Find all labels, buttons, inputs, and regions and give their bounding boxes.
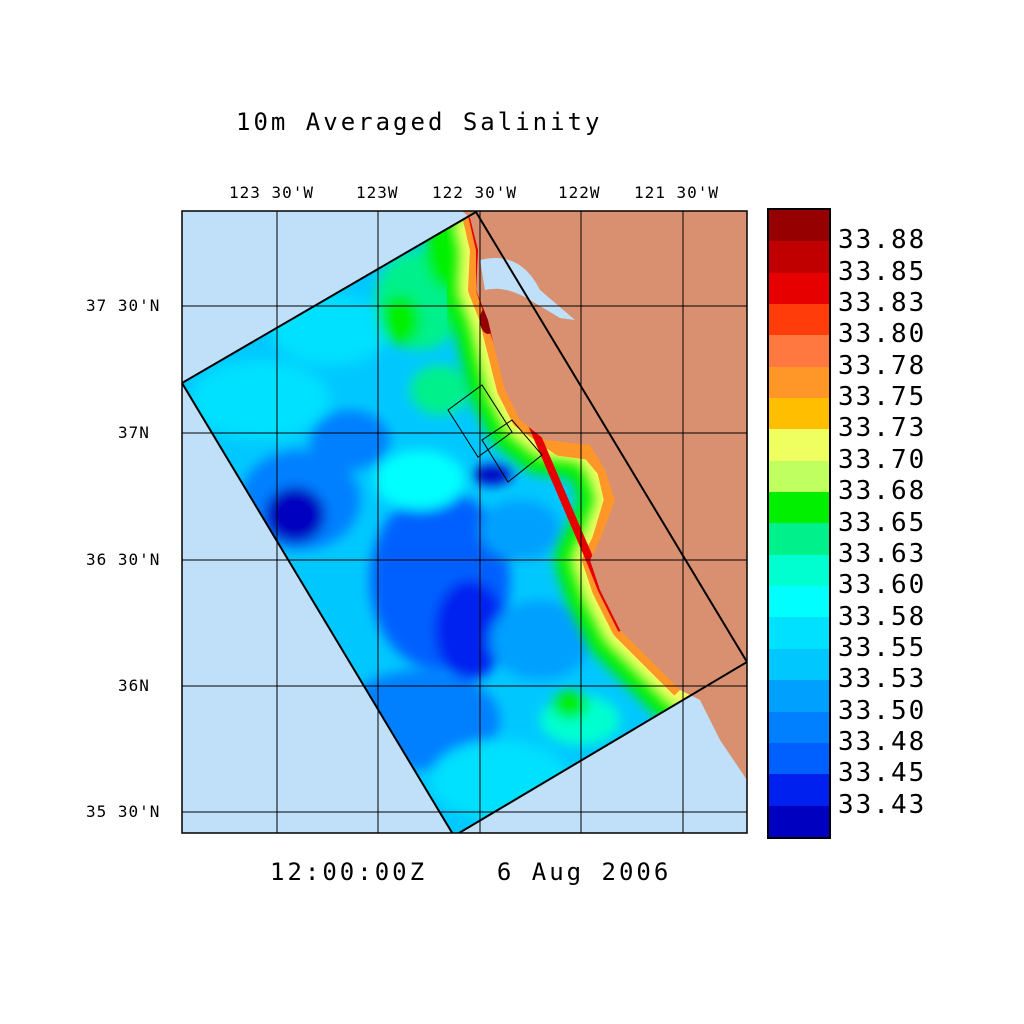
- colorbar-swatch: [769, 805, 829, 837]
- time-label: 12:00:00Z 6 Aug 2006: [270, 858, 672, 886]
- colorbar-label: 33.43: [838, 789, 927, 820]
- lon-label: 123W: [356, 183, 399, 202]
- colorbar-swatch: [769, 366, 829, 399]
- colorbar-swatch: [769, 304, 829, 336]
- colorbar-swatch: [769, 335, 829, 367]
- colorbar-swatch: [769, 210, 829, 242]
- colorbar-label: 33.60: [838, 570, 927, 601]
- colorbar-label: 33.83: [838, 288, 927, 319]
- colorbar-swatch: [769, 241, 829, 273]
- colorbar-label: 33.55: [838, 632, 927, 663]
- colorbar-swatch: [769, 774, 829, 806]
- colorbar-label: 33.48: [838, 726, 927, 757]
- colorbar-label: 33.65: [838, 507, 927, 538]
- colorbar-swatch: [769, 460, 829, 493]
- colorbar-label: 33.88: [838, 225, 927, 256]
- lat-label: 36 30'N: [86, 550, 161, 569]
- colorbar-swatch: [769, 586, 829, 618]
- nested-domain-boxes: [447, 384, 543, 483]
- colorbar-label: 33.63: [838, 538, 927, 569]
- colorbar-label: 33.70: [838, 444, 927, 475]
- colorbar-swatch: [769, 680, 829, 712]
- lat-label: 36N: [118, 676, 150, 695]
- colorbar-swatch: [769, 617, 829, 649]
- colorbar-label: 33.45: [838, 758, 927, 789]
- lon-label: 122 30'W: [432, 183, 518, 202]
- colorbar-swatch: [769, 272, 829, 305]
- colorbar-label: 33.85: [838, 256, 927, 287]
- lon-label: 123 30'W: [229, 183, 315, 202]
- colorbar-swatch: [769, 742, 829, 775]
- map-frame: [181, 210, 748, 834]
- colorbar-swatch: [769, 554, 829, 587]
- colorbar-label: 33.53: [838, 664, 927, 695]
- colorbar-label: 33.50: [838, 695, 927, 726]
- lat-label: 37N: [118, 423, 150, 442]
- colorbar-swatch: [769, 523, 829, 555]
- colorbar-label: 33.73: [838, 413, 927, 444]
- lon-label: 122W: [558, 183, 601, 202]
- graticule: [182, 211, 747, 833]
- colorbar-label: 33.80: [838, 319, 927, 350]
- colorbar-swatch: [769, 398, 829, 430]
- colorbar-swatch: [769, 711, 829, 743]
- san-francisco-bay: [480, 258, 575, 320]
- lon-label: 121 30'W: [634, 183, 720, 202]
- colorbar: [767, 208, 831, 839]
- colorbar-swatch: [769, 429, 829, 461]
- model-domain-outline: [182, 211, 747, 833]
- map-title: 10m Averaged Salinity: [236, 108, 603, 136]
- colorbar-label: 33.75: [838, 382, 927, 413]
- lat-label: 35 30'N: [86, 802, 161, 821]
- colorbar-swatch: [769, 492, 829, 524]
- colorbar-label: 33.58: [838, 601, 927, 632]
- lat-label: 37 30'N: [86, 296, 161, 315]
- land: [462, 211, 747, 780]
- colorbar-swatch: [769, 648, 829, 681]
- colorbar-label: 33.78: [838, 350, 927, 381]
- colorbar-label: 33.68: [838, 476, 927, 507]
